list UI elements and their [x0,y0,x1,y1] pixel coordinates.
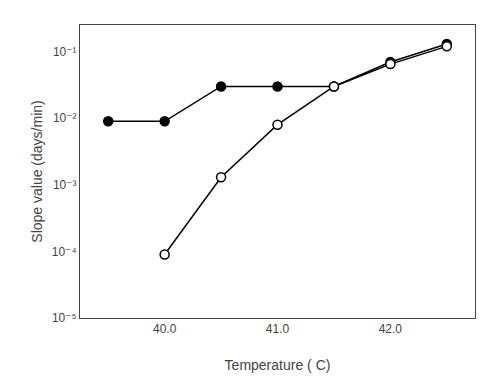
svg-text:42.0: 42.0 [379,322,403,336]
svg-text:40.0: 40.0 [153,322,177,336]
svg-text:10⁻⁵: 10⁻⁵ [52,311,77,325]
svg-text:10⁻¹: 10⁻¹ [53,45,77,59]
svg-text:Slope value (days/min): Slope value (days/min) [29,100,45,242]
svg-text:10⁻⁴: 10⁻⁴ [52,245,77,259]
svg-text:Temperature ( C): Temperature ( C) [225,357,331,373]
svg-text:10⁻³: 10⁻³ [53,178,77,192]
svg-text:41.0: 41.0 [266,322,290,336]
svg-text:10⁻²: 10⁻² [53,111,77,125]
